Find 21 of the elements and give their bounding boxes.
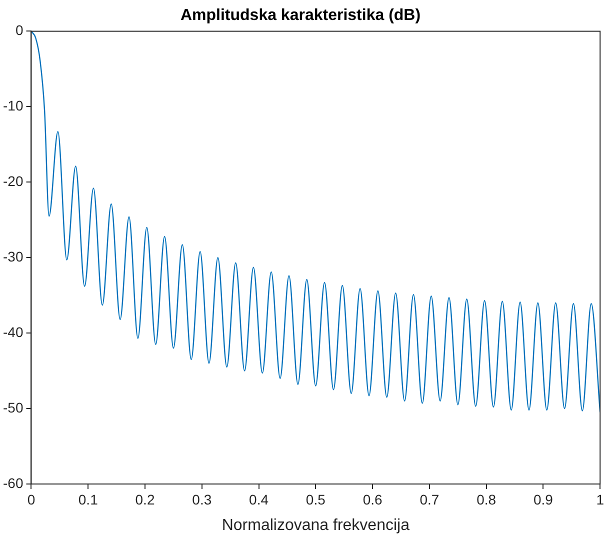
y-tick-label: -30 <box>3 248 24 264</box>
x-tick-label: 0.5 <box>306 491 326 508</box>
x-tick-label: 0.8 <box>476 491 496 508</box>
x-tick-label: 0.9 <box>533 491 554 508</box>
y-tick-label: -40 <box>3 324 24 340</box>
x-tick-label: 0.3 <box>192 491 212 508</box>
y-tick-label: -10 <box>3 98 24 114</box>
y-tick-label: -20 <box>3 172 24 189</box>
x-tick-label: 0 <box>27 491 36 508</box>
x-tick-label: 1 <box>596 491 604 508</box>
y-tick-label: -60 <box>3 474 24 491</box>
x-tick-label: 0.4 <box>249 491 269 508</box>
x-tick-label: 0.7 <box>420 491 440 508</box>
y-tick-label: 0 <box>15 22 24 38</box>
x-tick-label: 0.2 <box>135 491 155 508</box>
y-tick-label: -50 <box>3 399 24 416</box>
x-tick-label: 0.1 <box>78 491 98 508</box>
chart-title: Amplitudska karakteristika (dB) <box>180 7 421 24</box>
x-axis-title: Normalizovana frekvencija <box>222 516 410 534</box>
x-tick-label: 0.6 <box>362 491 382 508</box>
line-series <box>31 31 600 413</box>
